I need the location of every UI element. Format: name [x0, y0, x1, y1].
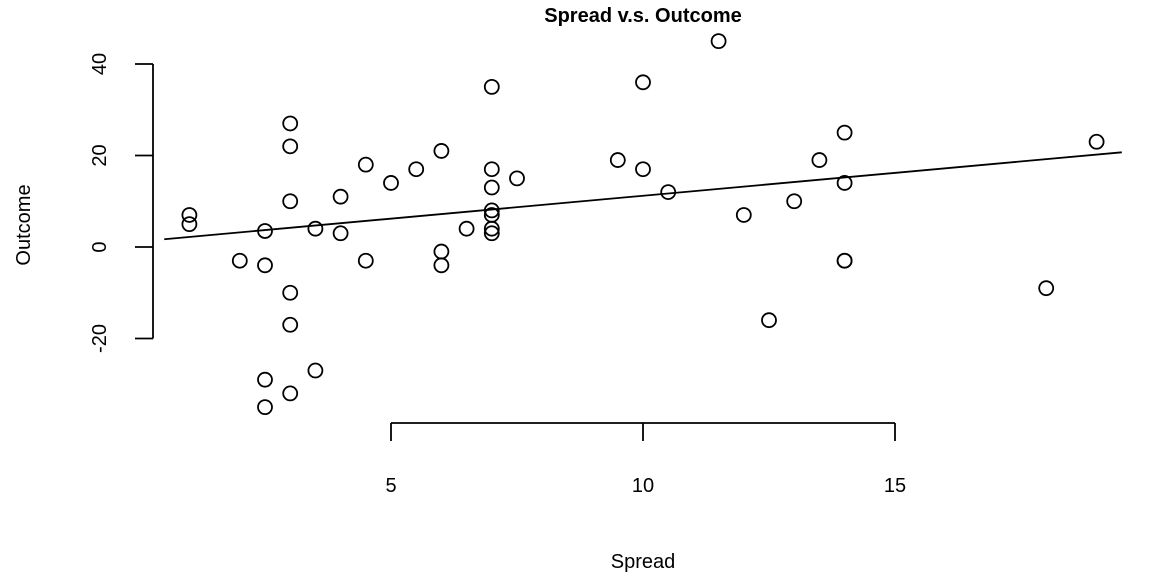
data-point	[609, 152, 626, 168]
data-point	[710, 33, 727, 50]
y-tick-label: 0	[89, 241, 111, 252]
data-point	[660, 184, 677, 201]
x-tick-label: 15	[884, 475, 906, 497]
fit-line-layer	[164, 151, 1122, 241]
y-tick-label: 40	[89, 53, 111, 75]
data-point	[282, 385, 299, 402]
data-point	[786, 193, 803, 210]
data-point	[383, 175, 399, 191]
data-point	[282, 316, 299, 333]
data-point	[836, 175, 853, 191]
data-point	[509, 170, 525, 187]
data-point	[433, 143, 450, 159]
data-point	[282, 284, 299, 301]
data-point	[483, 161, 500, 178]
data-point	[635, 74, 651, 91]
data-point	[257, 399, 273, 416]
data-point	[307, 220, 324, 237]
data-point	[433, 243, 450, 260]
data-point	[735, 207, 752, 223]
data-point	[483, 220, 500, 237]
y-axis: -20 0 20 40	[89, 53, 154, 353]
data-point	[836, 124, 853, 141]
data-point	[1088, 133, 1105, 150]
data-point	[408, 161, 425, 178]
data-point	[483, 179, 500, 196]
y-axis-label: Outcome	[13, 184, 35, 265]
x-tick-label: 10	[632, 475, 654, 497]
data-point	[433, 257, 450, 274]
data-point	[257, 371, 273, 388]
data-point	[635, 161, 651, 178]
x-tick-label: 5	[385, 475, 396, 497]
y-tick-label: -20	[89, 324, 111, 353]
data-point	[483, 225, 500, 242]
data-point	[231, 252, 248, 269]
data-point	[332, 225, 349, 242]
data-points	[181, 33, 1105, 416]
x-axis-label: Spread	[611, 551, 676, 573]
x-axis: 5 10 15	[385, 422, 906, 497]
data-point	[357, 252, 374, 269]
data-point	[483, 202, 500, 219]
data-point	[357, 156, 374, 173]
data-point	[836, 252, 853, 269]
data-point	[458, 220, 475, 237]
data-point	[257, 257, 273, 274]
data-point	[282, 138, 299, 155]
data-point	[332, 188, 349, 205]
data-point	[307, 362, 324, 379]
data-point	[1038, 280, 1055, 297]
y-tick-label: 20	[89, 144, 111, 166]
data-point	[257, 223, 273, 239]
data-point	[181, 207, 198, 223]
data-point	[282, 115, 299, 132]
fit-line	[164, 151, 1122, 241]
data-point	[761, 312, 777, 329]
data-point	[282, 193, 299, 210]
data-point	[811, 152, 828, 168]
chart-title: Spread v.s. Outcome	[544, 5, 741, 27]
data-point	[181, 216, 198, 233]
data-point	[483, 78, 500, 95]
